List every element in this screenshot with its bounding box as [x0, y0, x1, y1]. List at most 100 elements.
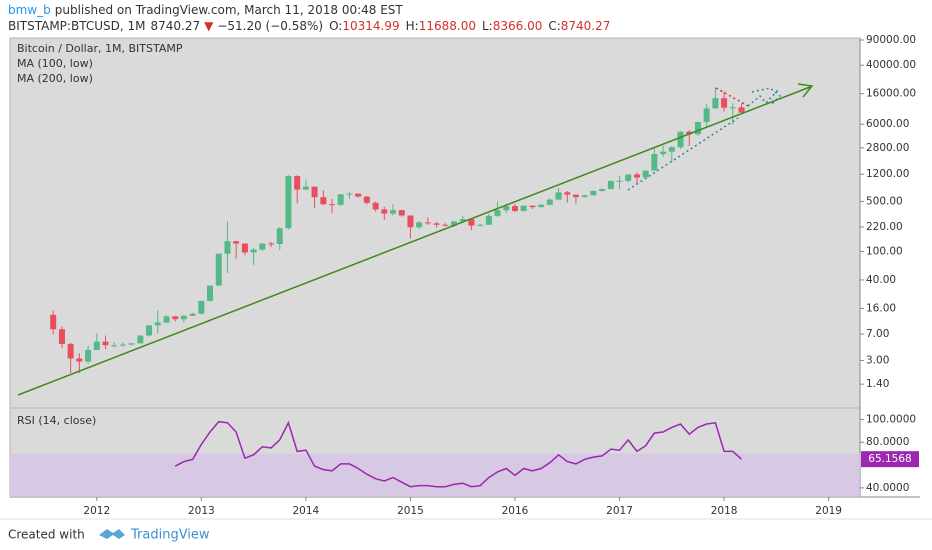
- candle-body: [729, 107, 736, 109]
- candle-body: [538, 204, 545, 208]
- rsi-line: [174, 420, 743, 488]
- candle-body: [407, 215, 414, 228]
- candle-body: [337, 194, 344, 205]
- ohlc-label: O:: [329, 19, 342, 33]
- x-tick-label: 2019: [815, 505, 842, 517]
- candle-body: [302, 186, 309, 190]
- x-tick-label: 2017: [606, 505, 633, 517]
- y-tick-label: 1.40: [866, 378, 889, 390]
- candle-body: [363, 196, 370, 203]
- candle-body: [599, 189, 606, 191]
- candle-body: [581, 195, 588, 198]
- candle-body: [320, 197, 327, 205]
- candle-body: [433, 223, 440, 225]
- candle-body: [76, 358, 83, 362]
- candle-body: [546, 199, 553, 205]
- candle-body: [85, 349, 92, 362]
- candle-body: [721, 98, 728, 108]
- candle-body: [686, 131, 693, 135]
- trend-line: [17, 86, 811, 396]
- y-tick-label: 40000.00: [866, 59, 916, 71]
- x-tick-label: 2013: [188, 505, 215, 517]
- candle-body: [372, 202, 379, 210]
- arrow: ▼: [204, 19, 214, 33]
- candle-body: [694, 121, 701, 135]
- candle-body: [276, 228, 283, 245]
- candle-body: [616, 180, 623, 182]
- x-tick-label: 2015: [397, 505, 424, 517]
- y-tick-label: 100.0000: [866, 413, 916, 425]
- candle-body: [207, 285, 214, 301]
- rsi-axis: 100.0000 80.0000 40.0000 2012 2013 2014 2015 20…: [83, 413, 916, 517]
- candle-body: [398, 210, 405, 216]
- candle-body: [485, 215, 492, 225]
- rsi-band: [10, 453, 860, 497]
- candle-body: [346, 193, 353, 195]
- dotted-line: [627, 117, 739, 191]
- candle-body: [590, 190, 597, 196]
- candle-body: [511, 206, 518, 211]
- candle-body: [642, 170, 649, 178]
- y-tick-label: 3.00: [866, 354, 889, 366]
- ohlc-label: L:: [482, 19, 493, 33]
- candle-body: [442, 224, 449, 226]
- candle-body: [146, 325, 153, 336]
- y-tick-label: 90000.00: [866, 34, 916, 46]
- footer-brand[interactable]: TradingView: [130, 528, 210, 543]
- ohlc-value: 11688.00: [419, 19, 476, 33]
- author[interactable]: bmw_b: [8, 3, 51, 17]
- ohlc-value: 10314.99: [342, 19, 399, 33]
- candle-body: [128, 343, 135, 345]
- candle-body: [494, 210, 501, 216]
- x-tick-label: 2018: [711, 505, 738, 517]
- candle-body: [520, 205, 527, 211]
- footer-created: Created with: [8, 528, 85, 542]
- candle-body: [259, 243, 266, 250]
- candle-body: [294, 176, 301, 190]
- candle-body: [625, 174, 632, 181]
- ohlc-label: C:: [548, 19, 560, 33]
- trend-arrow: [797, 83, 814, 98]
- x-tick-label: 2012: [83, 505, 110, 517]
- price-title: Bitcoin / Dollar, 1M, BITSTAMP: [17, 42, 183, 55]
- candle-body: [119, 344, 126, 346]
- candle-body: [416, 222, 423, 228]
- y-tick-label: 1200.00: [866, 168, 909, 180]
- rsi-title: RSI (14, close): [17, 414, 96, 427]
- y-tick-label: 6000.00: [866, 118, 909, 130]
- indicator-label: MA (200, low): [17, 72, 93, 85]
- y-tick-label: 500.00: [866, 195, 903, 207]
- candle-body: [50, 314, 57, 330]
- candle-body: [451, 221, 458, 226]
- x-tick-label: 2016: [502, 505, 529, 517]
- candle-body: [477, 224, 484, 226]
- y-tick-label: 16000.00: [866, 88, 916, 100]
- candle-body: [381, 209, 388, 214]
- indicator-label: MA (100, low): [17, 57, 93, 70]
- last: 8740.27: [150, 19, 200, 33]
- y-tick-label: 220.00: [866, 221, 903, 233]
- candle-body: [172, 316, 179, 320]
- candle-body: [633, 174, 640, 178]
- candle-body: [660, 151, 667, 154]
- price-pane: [9, 37, 861, 409]
- logo: [99, 529, 125, 539]
- dotted-line: [747, 89, 779, 107]
- candle-body: [572, 194, 579, 198]
- candle-body: [564, 192, 571, 195]
- last-value-label: 65.1568: [868, 453, 911, 465]
- candle-body: [285, 176, 292, 229]
- dotted-line: [751, 87, 782, 105]
- dotted-line: [715, 87, 749, 107]
- candle-body: [180, 315, 187, 320]
- candle-body: [111, 345, 118, 347]
- change: −51.20 (−0.58%): [217, 19, 323, 33]
- publish-line: bmw_b published on TradingView.com, March…: [8, 3, 403, 17]
- candle-body: [424, 222, 431, 224]
- last-value-box: [861, 451, 919, 468]
- candle-body: [250, 249, 257, 253]
- candle-body: [677, 131, 684, 148]
- candle-body: [355, 193, 362, 197]
- y-tick-label: 7.00: [866, 328, 889, 340]
